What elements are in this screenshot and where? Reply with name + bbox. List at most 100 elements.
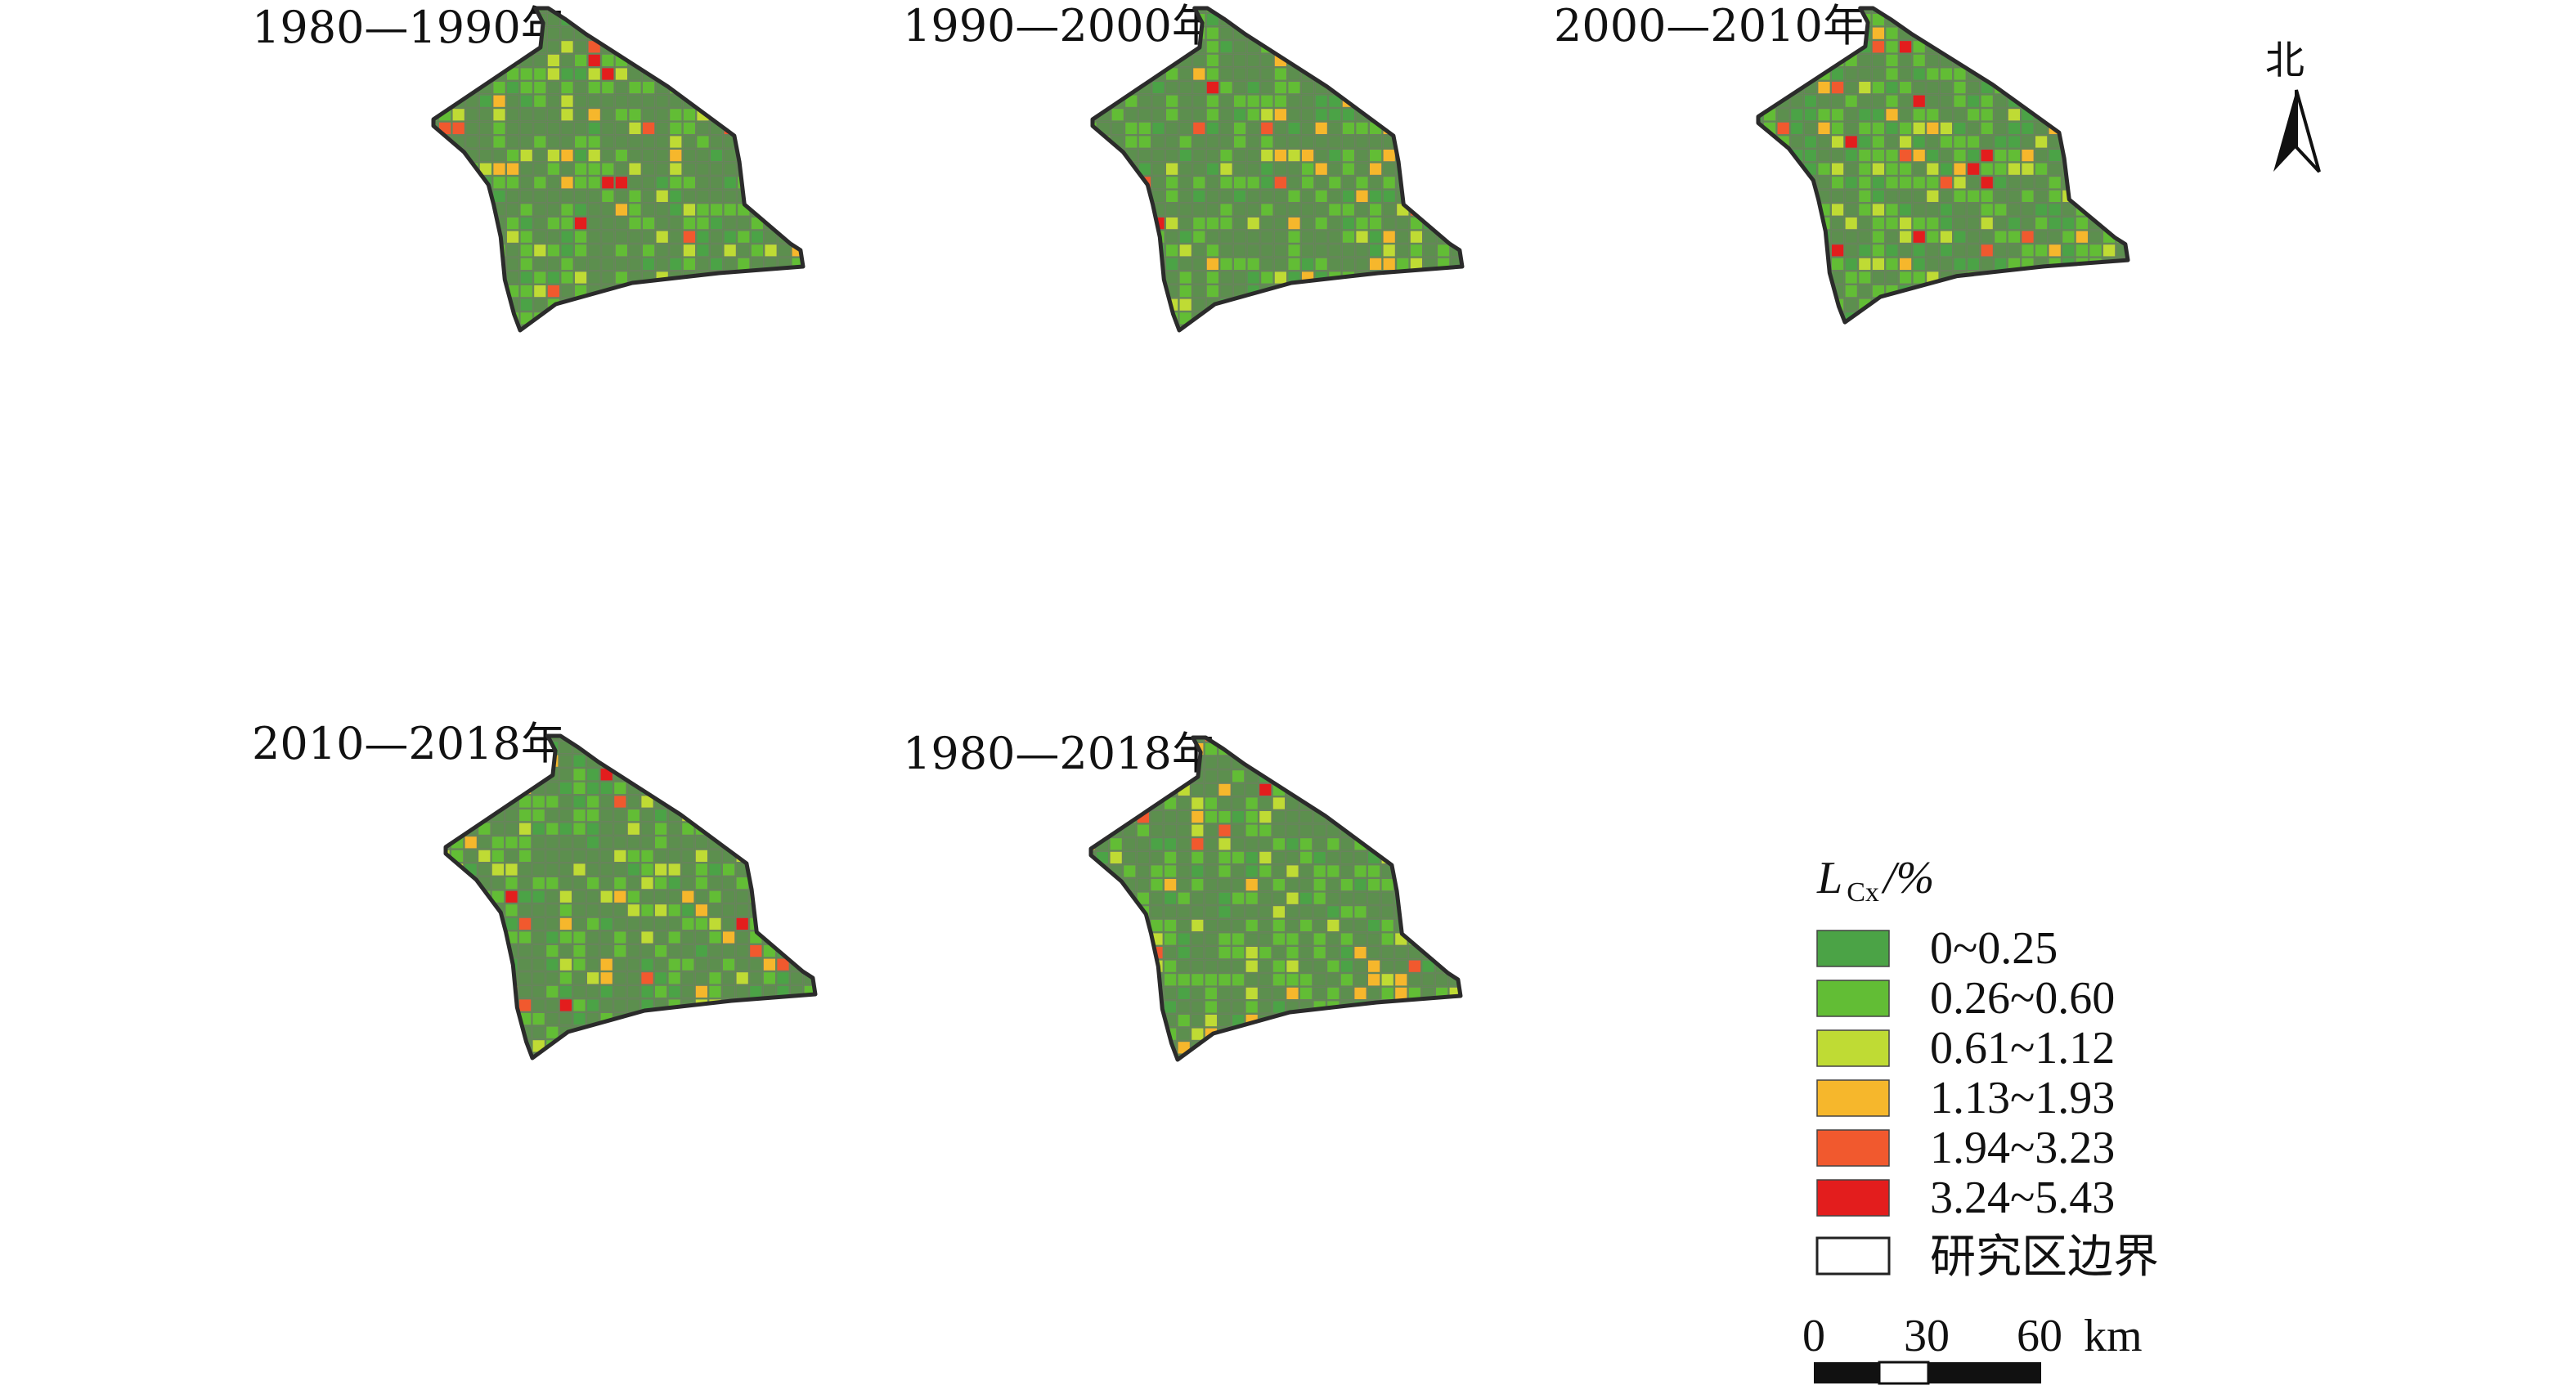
grid-cell [655, 244, 669, 258]
grid-cell [1435, 1027, 1448, 1041]
grid-cell [1124, 271, 1138, 285]
grid-cell [586, 809, 599, 822]
grid-cell [655, 162, 669, 176]
grid-cell [1314, 176, 1328, 190]
grid-cell [559, 809, 572, 822]
grid-cell [1313, 987, 1326, 1000]
grid-cell [1232, 1069, 1245, 1081]
grid-cell [1206, 121, 1219, 135]
grid-cell [764, 108, 778, 122]
grid-cell [2089, 121, 2103, 135]
grid-cell [1421, 783, 1435, 796]
grid-cell [438, 230, 451, 244]
grid-cell [492, 108, 506, 122]
grid-cell [1093, 312, 1097, 325]
grid-cell [2130, 204, 2143, 216]
grid-cell [1206, 67, 1219, 81]
grid-cell [518, 985, 532, 998]
grid-cell [832, 54, 845, 66]
grid-cell [2021, 67, 2035, 81]
grid-cell [803, 795, 815, 809]
grid-cell [1435, 864, 1448, 878]
grid-cell [586, 768, 599, 782]
grid-cell [1274, 8, 1287, 13]
grid-cell [451, 203, 465, 217]
grid-cell [778, 162, 791, 176]
grid-cell [654, 736, 667, 741]
grid-cell [818, 823, 830, 835]
grid-cell [723, 1067, 735, 1079]
grid-cell [1383, 339, 1395, 352]
grid-cell [505, 836, 518, 850]
grid-cell [478, 957, 491, 971]
grid-cell [1758, 244, 1763, 258]
grid-cell [2007, 271, 2021, 285]
grid-cell [1926, 203, 1940, 217]
grid-cell [1191, 973, 1205, 987]
grid-cell [640, 1012, 654, 1025]
grid-cell [1137, 796, 1150, 810]
grid-cell [1177, 837, 1191, 851]
grid-cell [1192, 162, 1206, 176]
grid-cell [683, 162, 696, 176]
grid-cell [1299, 932, 1313, 946]
grid-cell [1097, 94, 1111, 108]
grid-cell [1423, 81, 1437, 94]
grid-cell [1465, 325, 1477, 338]
grid-cell [1245, 851, 1259, 864]
grid-cell [790, 998, 803, 1012]
grid-cell [1096, 1041, 1109, 1055]
grid-cell [695, 736, 708, 741]
grid-cell [1111, 325, 1124, 330]
grid-cell [806, 54, 818, 66]
grid-cell [708, 809, 722, 822]
grid-cell [2021, 312, 2035, 323]
grid-cell [640, 917, 654, 930]
grid-cell [696, 54, 710, 67]
grid-cell [464, 782, 478, 795]
grid-cell [545, 904, 559, 917]
grid-cell [613, 1025, 627, 1039]
grid-cell [642, 325, 655, 330]
grid-cell [1845, 325, 1857, 338]
grid-cell [1980, 217, 1994, 231]
grid-cell [1245, 1055, 1259, 1060]
grid-cell [1151, 81, 1165, 94]
grid-cell [749, 985, 763, 998]
grid-cell [1380, 946, 1394, 959]
grid-cell [452, 353, 464, 365]
grid-cell [1423, 149, 1437, 163]
grid-cell [819, 82, 831, 94]
grid-cell [1451, 353, 1463, 365]
grid-cell [1111, 108, 1124, 122]
grid-cell [532, 998, 545, 1012]
grid-cell [667, 863, 681, 877]
grid-cell [640, 957, 654, 971]
grid-cell [545, 1053, 559, 1058]
grid-cell [2143, 204, 2156, 216]
grid-cell [1288, 339, 1300, 352]
grid-cell [1353, 1041, 1367, 1055]
grid-cell [505, 1025, 518, 1039]
grid-cell [1096, 1027, 1109, 1041]
grid-cell [505, 1012, 518, 1025]
grid-cell [2130, 122, 2143, 134]
grid-cell [559, 782, 572, 795]
grid-cell [763, 1025, 776, 1039]
grid-cell [683, 176, 696, 190]
grid-cell [1274, 244, 1287, 258]
grid-cell [1232, 1000, 1245, 1014]
grid-cell [547, 189, 560, 203]
grid-cell [1980, 257, 1994, 271]
grid-cell [722, 863, 735, 877]
grid-cell [1177, 987, 1191, 1000]
grid-cell [438, 285, 451, 298]
grid-cell [1369, 26, 1382, 40]
grid-cell [519, 1067, 532, 1079]
grid-cell [572, 930, 586, 944]
grid-cell [790, 809, 803, 822]
grid-cell [655, 325, 669, 330]
grid-cell [1967, 40, 1981, 54]
grid-cell [2130, 95, 2143, 107]
grid-cell [723, 94, 737, 108]
